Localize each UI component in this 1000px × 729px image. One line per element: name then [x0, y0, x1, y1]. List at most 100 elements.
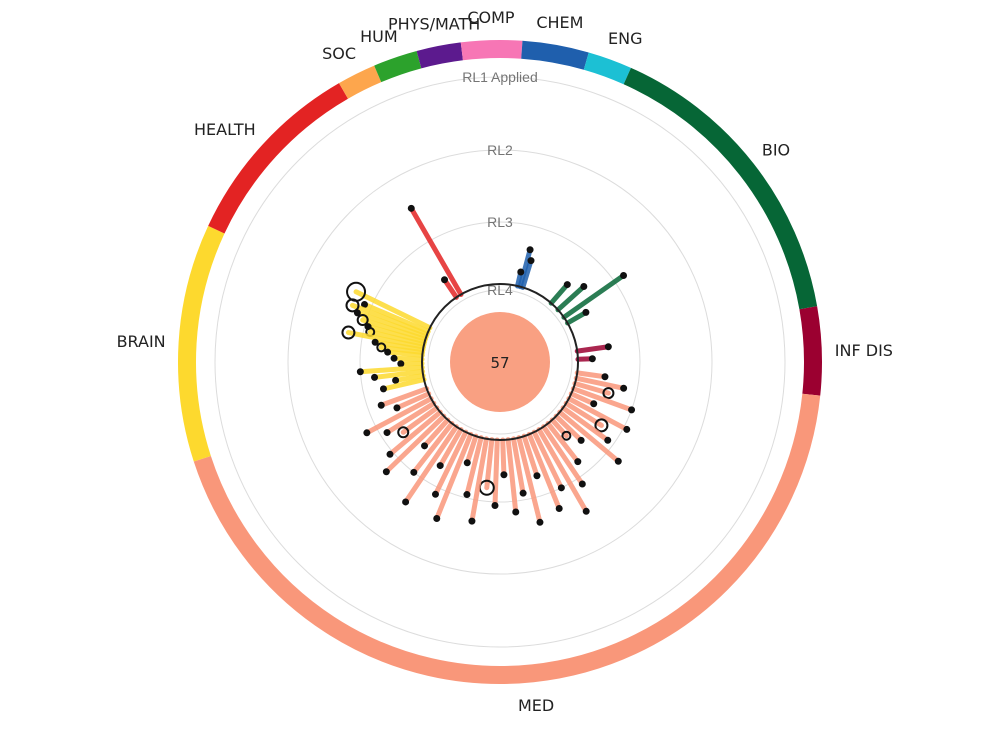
spoke-node-med-47 — [512, 508, 520, 516]
spoke-node-health-17 — [407, 204, 415, 212]
segment-label-phys-math: PHYS/MATH — [388, 14, 480, 33]
spoke-med-53 — [464, 433, 479, 466]
spoke-node-med-49 — [491, 502, 499, 510]
spoke-node-chem-19 — [526, 246, 534, 254]
spoke-node-med-63 — [383, 429, 391, 437]
spoke-node-chem-21 — [517, 268, 525, 276]
spoke-bio-25 — [565, 309, 589, 326]
spoke-node-brain-15 — [392, 376, 400, 384]
spoke-node-med-46 — [519, 489, 527, 497]
segment-label-soc: SOC — [322, 44, 356, 63]
segment-arc-phys-math — [416, 42, 464, 69]
spoke-node-brain-7 — [341, 325, 356, 340]
segment-label-comp: COMP — [467, 8, 515, 27]
spoke-bio-24 — [561, 273, 627, 320]
spoke-med-29 — [573, 375, 627, 391]
spoke-med-42 — [531, 429, 564, 491]
spoke-med-64 — [364, 396, 434, 436]
spoke-med-59 — [422, 417, 451, 449]
spoke-med-37 — [553, 413, 584, 443]
spoke-brain-14 — [372, 369, 426, 380]
spoke-med-41 — [536, 427, 589, 514]
spoke-med-61 — [387, 409, 443, 457]
spoke-brain-3 — [354, 310, 429, 340]
spoke-node-med-66 — [377, 401, 385, 409]
spoke-node-med-39 — [574, 458, 582, 466]
spoke-node-med-28 — [601, 373, 609, 381]
spoke-med-63 — [384, 400, 437, 436]
segment-label-med: MED — [518, 696, 554, 715]
spoke-node-med-40 — [578, 480, 586, 488]
spoke-med-46 — [511, 436, 526, 496]
spoke-node-med-57 — [402, 498, 410, 506]
spoke-med-40 — [541, 424, 585, 487]
base-ring — [421, 283, 579, 441]
spoke-node-med-32 — [590, 400, 598, 408]
spoke-node-med-56 — [436, 462, 444, 470]
spoke-node-brain-9 — [376, 342, 387, 353]
spoke-med-32 — [568, 391, 597, 407]
ring-rl3 — [359, 221, 641, 503]
inner-base-ring — [421, 283, 579, 441]
spoke-node-bio-25 — [582, 308, 590, 316]
spoke-node-med-41 — [582, 507, 590, 515]
spoke-node-brain-8 — [371, 338, 379, 346]
segment-arc-eng — [583, 52, 631, 85]
ring-label-rl4: RL4 — [487, 282, 513, 298]
spoke-med-36 — [557, 409, 621, 464]
spoke-node-brain-10 — [384, 348, 392, 356]
ring-rl4 — [427, 289, 573, 435]
spoke-node-brain-11 — [390, 354, 398, 362]
spoke-brain-16 — [380, 377, 427, 392]
spoke-node-inf-dis-27 — [588, 355, 596, 363]
spoke-node-med-53 — [463, 459, 471, 467]
spoke-brain-5 — [365, 324, 428, 345]
spoke-node-med-35 — [604, 436, 612, 444]
spoke-node-med-36 — [614, 457, 622, 465]
spoke-med-44 — [521, 433, 540, 479]
segment-label-health: HEALTH — [194, 120, 256, 139]
spoke-node-med-48 — [500, 471, 508, 479]
spoke-node-med-29 — [620, 384, 628, 392]
spoke-node-med-55 — [431, 490, 439, 498]
segment-label-bio: BIO — [762, 141, 790, 160]
segment-arc-med — [193, 393, 821, 684]
spoke-node-med-64 — [363, 429, 371, 437]
spoke-node-med-38 — [561, 430, 572, 441]
spoke-med-54 — [434, 431, 474, 522]
spoke-med-35 — [560, 405, 611, 443]
spoke-brain-2 — [349, 302, 430, 337]
segment-arc-soc — [339, 65, 382, 99]
spoke-node-med-62 — [397, 426, 410, 439]
spoke-chem-19 — [517, 247, 533, 290]
segment-label-chem: CHEM — [536, 13, 583, 32]
spoke-brain-11 — [391, 355, 425, 362]
spoke-med-39 — [545, 420, 581, 465]
spoke-node-med-60 — [382, 468, 390, 476]
spoke-node-brain-16 — [379, 385, 387, 393]
spoke-chem-20 — [520, 258, 534, 290]
spoke-brain-10 — [385, 349, 425, 358]
spoke-node-med-33 — [623, 425, 631, 433]
spoke-node-brain-3 — [353, 309, 361, 317]
spoke-node-brain-2 — [345, 298, 360, 313]
spoke-node-med-65 — [393, 404, 401, 412]
spoke-med-50 — [484, 437, 495, 491]
spoke-node-chem-20 — [527, 257, 535, 265]
spoke-brain-13 — [357, 364, 425, 375]
spoke-node-med-43 — [555, 504, 563, 512]
spoke-med-55 — [432, 429, 469, 497]
spokes — [341, 204, 636, 526]
research-level-rings: RL1 Applied RL2 RL3 RL4 — [214, 69, 786, 648]
spoke-node-bio-23 — [580, 283, 588, 291]
segment-label-inf-dis: INF DIS — [835, 341, 893, 360]
ring-label-rl1-applied: RL1 Applied — [462, 69, 538, 85]
spoke-node-bio-24 — [620, 272, 628, 280]
segment-arc-chem — [521, 40, 589, 70]
spoke-node-brain-4 — [356, 314, 369, 327]
spoke-node-med-31 — [628, 406, 636, 414]
center-bubble — [450, 312, 550, 412]
spoke-node-med-52 — [463, 491, 471, 499]
segment-label-hum: HUM — [360, 27, 398, 46]
spoke-node-med-59 — [421, 442, 429, 450]
